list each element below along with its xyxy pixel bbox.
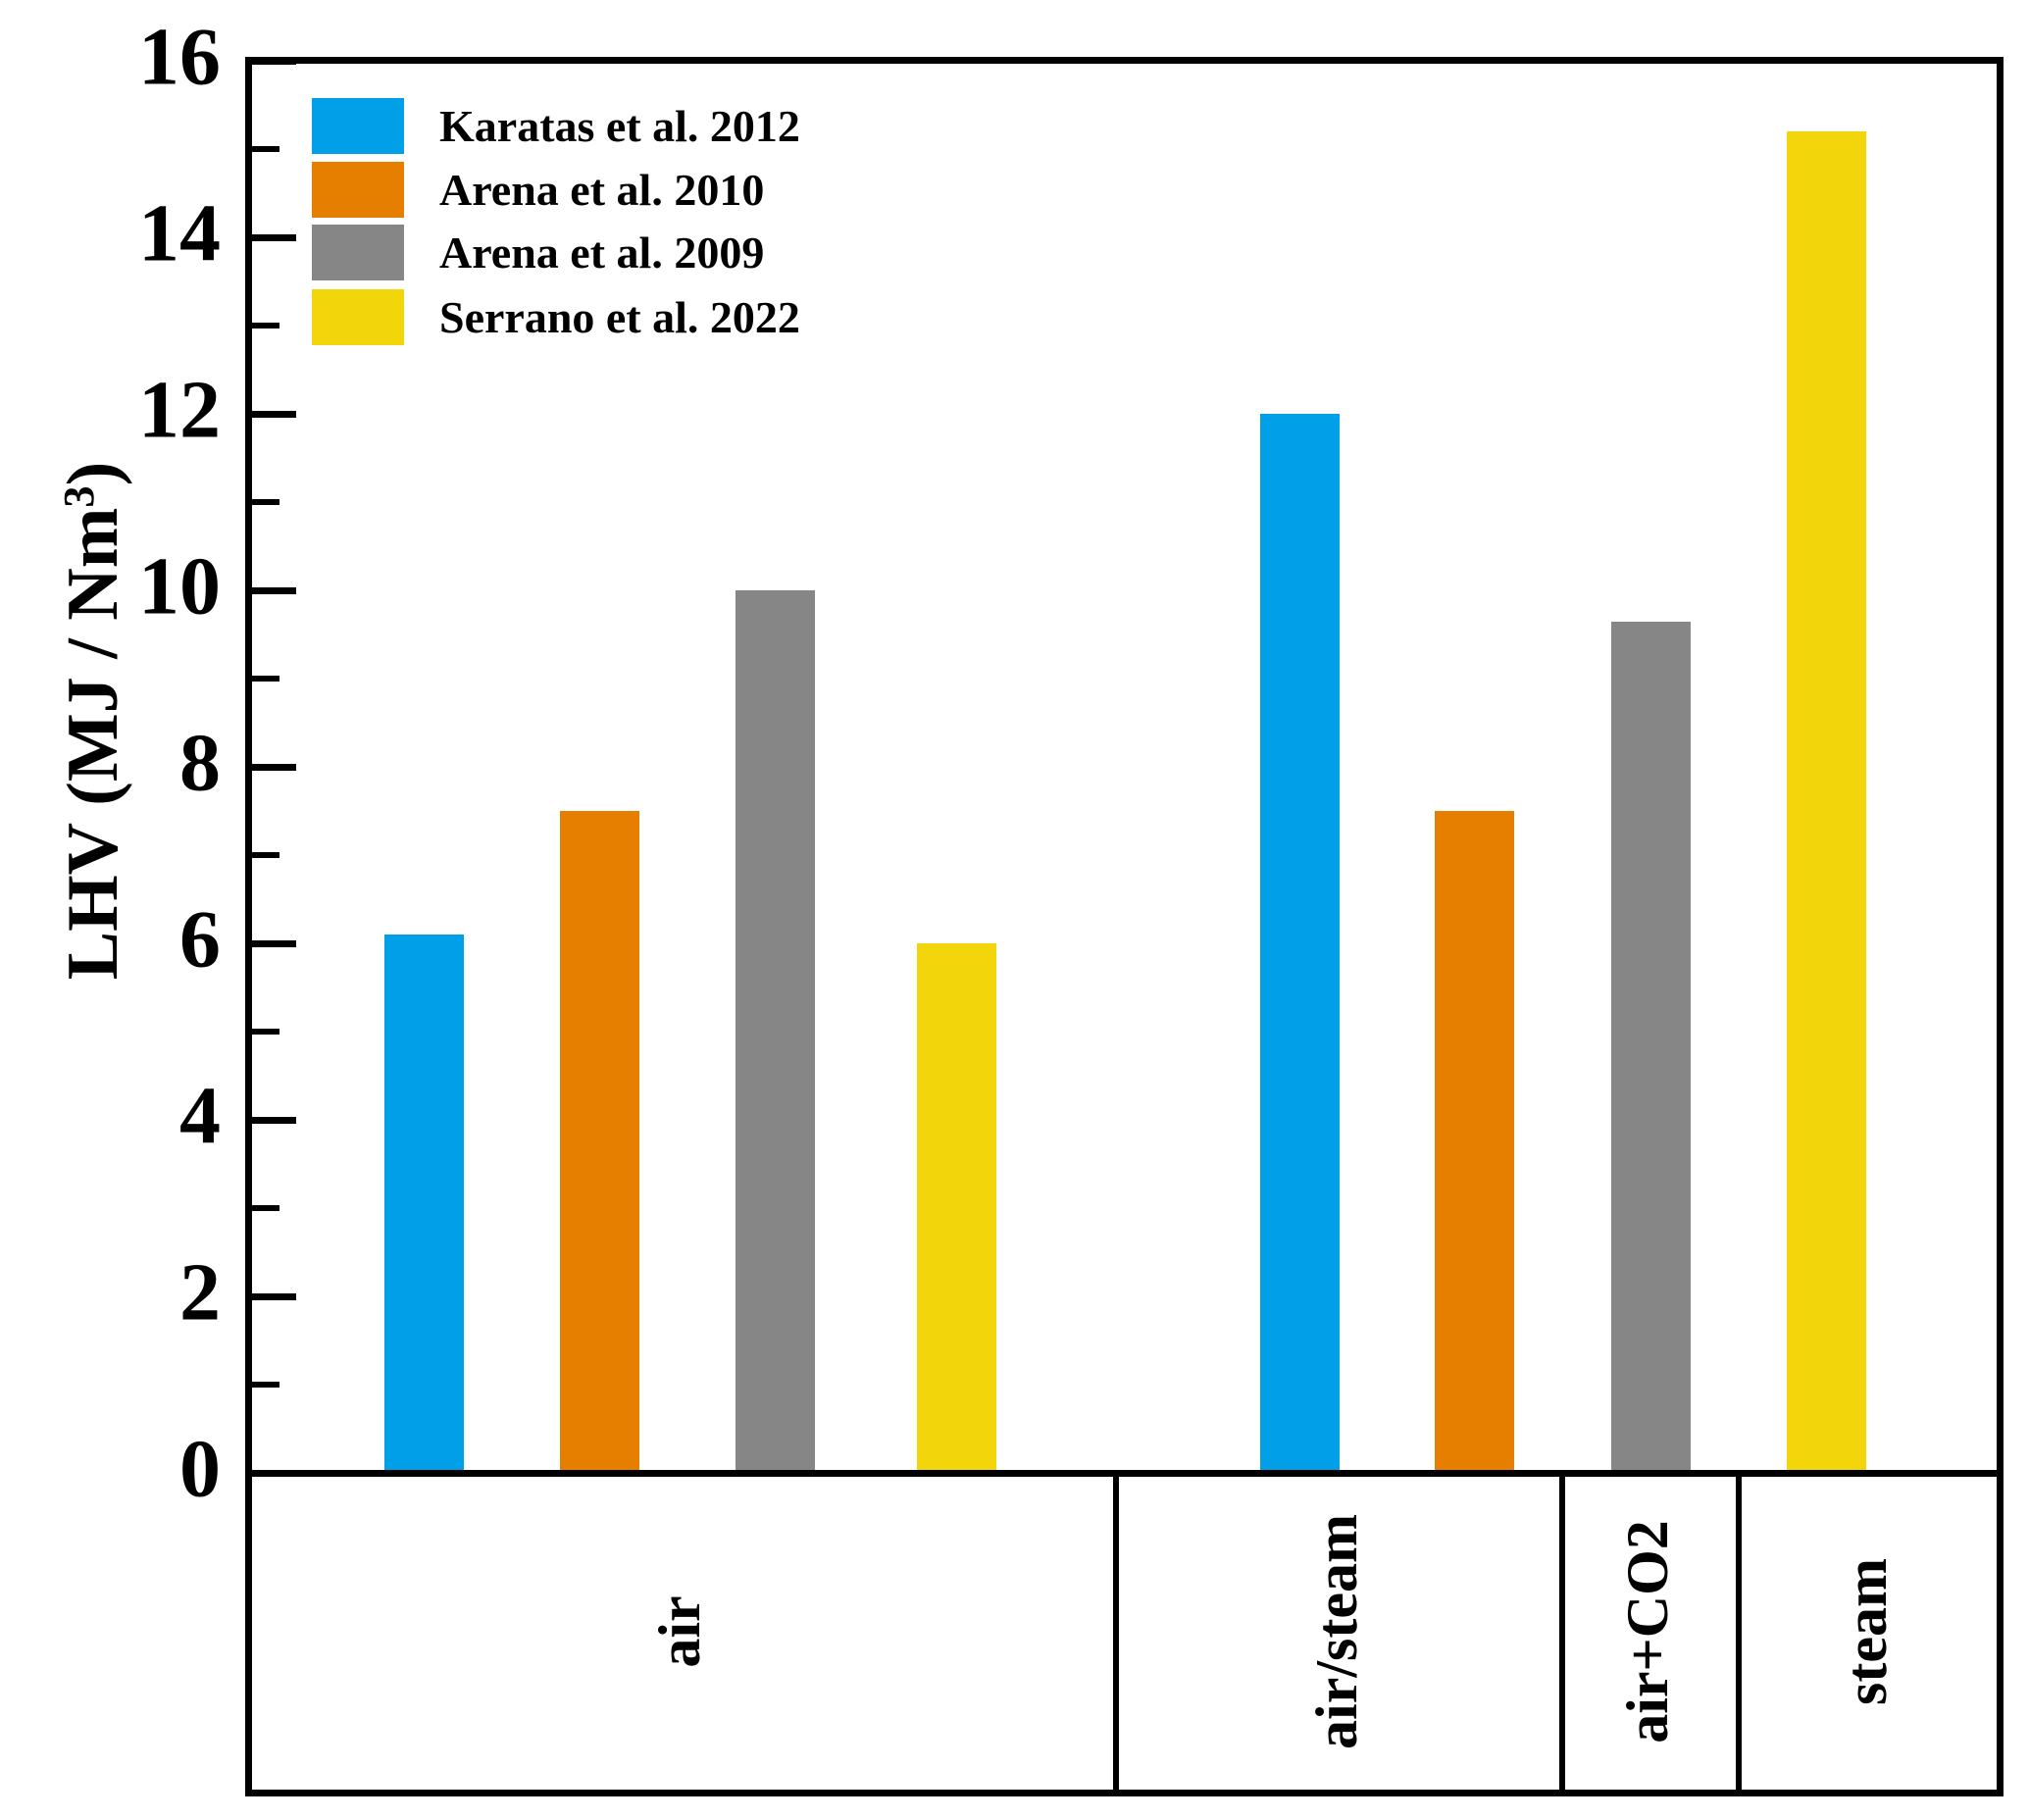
bar-air+CO2-arena [1610,621,1691,1473]
major-tick-14 [252,233,296,241]
y-tick-label-14: 14 [138,187,221,279]
bottom-frame-line [245,1790,2004,1796]
minor-tick-5 [252,1029,279,1035]
bar-air-arena [735,590,815,1473]
bar-steam-serrano [1786,131,1866,1473]
category-label-air+CO2: air+CO2 [1615,1519,1680,1744]
minor-tick-1 [252,1382,279,1388]
y-tick-label-8: 8 [179,717,221,809]
legend-swatch-3 [312,289,404,345]
y-tick-label-10: 10 [138,540,221,632]
bar-air-serrano [916,943,996,1473]
top-frame-line [245,57,2004,64]
major-tick-4 [252,1116,296,1124]
legend-label-2: Arena et al. 2009 [439,227,765,278]
category-label-air: air [646,1594,712,1668]
y-axis-title-superscript: 3 [53,485,103,508]
y-tick-label-6: 6 [179,893,221,986]
category-divider-2 [1736,1473,1742,1790]
minor-tick-15 [252,146,279,152]
bar-air/steam-arena [1434,811,1514,1473]
major-tick-12 [252,410,296,418]
legend-swatch-2 [312,225,404,280]
legend-swatch-0 [312,98,404,154]
legend-label-0: Karatas et al. 2012 [439,100,800,151]
y-tick-label-16: 16 [138,11,221,103]
y-axis-title-close-paren: ) [53,461,133,486]
minor-tick-3 [252,1205,279,1211]
legend-swatch-1 [312,162,404,218]
bar-air-arena [559,811,639,1473]
bar-air-karatas [383,935,464,1473]
right-frame-line [1997,57,2004,1796]
y-tick-label-4: 4 [179,1070,221,1162]
minor-tick-11 [252,499,279,505]
major-tick-2 [252,1292,296,1300]
major-tick-16 [252,57,296,65]
minor-tick-7 [252,852,279,858]
major-tick-6 [252,939,296,947]
category-label-steam: steam [1834,1557,1899,1705]
category-divider-1 [1559,1473,1565,1790]
minor-tick-9 [252,676,279,682]
y-tick-label-0: 0 [179,1423,221,1515]
legend-label-1: Arena et al. 2010 [439,164,765,215]
legend-label-3: Serrano et al. 2022 [439,291,800,342]
minor-tick-13 [252,323,279,329]
x-axis-zero-line [245,1469,2004,1477]
bar-air/steam-karatas [1259,414,1340,1473]
category-label-air/steam: air/steam [1303,1513,1369,1749]
category-divider-0 [1113,1473,1119,1790]
major-tick-10 [252,586,296,594]
y-axis-line [245,57,252,1796]
major-tick-8 [252,763,296,771]
y-tick-label-2: 2 [179,1246,221,1339]
y-tick-label-12: 12 [138,364,221,456]
